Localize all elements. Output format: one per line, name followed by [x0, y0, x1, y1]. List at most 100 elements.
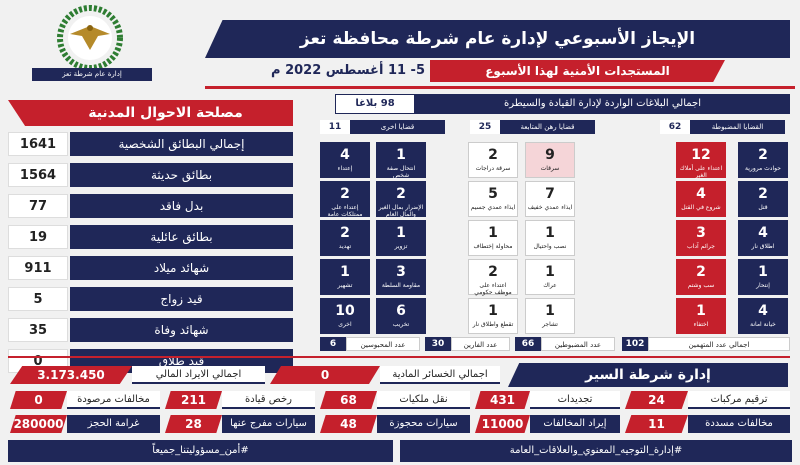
report-cell-count: 9: [545, 147, 555, 163]
report-cell: 2 قتل: [738, 181, 788, 217]
civil-row: 1641 إجمالي البطائق الشخصية: [8, 132, 293, 156]
report-cell-count: 4: [758, 225, 768, 241]
report-cell-count: 6: [396, 303, 406, 319]
page-title: الإيجاز الأسبوعي لإدارة عام شرطة محافظة …: [205, 20, 790, 58]
traffic-value: 11000: [475, 415, 530, 433]
report-cell-count: 4: [340, 147, 350, 163]
report-cell: 10 اخرى: [320, 298, 370, 334]
report-cell-label: سرقة دراجات: [475, 165, 511, 172]
traffic-stat: 280000 غرامة الحجز: [10, 415, 160, 433]
report-footer-stat: 102 اجمالي عدد المتهمين: [622, 337, 790, 351]
traffic-stat: 431 تجديدات: [475, 391, 620, 409]
report-cell-label: حوادث مرورية: [745, 165, 781, 172]
hashtag-security: #أمن_مسؤوليتنا_جميعاً: [8, 440, 393, 462]
traffic-label: ترقيم مركبات: [688, 391, 790, 409]
report-cell-label: تشاجر: [542, 321, 558, 328]
report-footer-value: 66: [515, 337, 541, 351]
report-cell: 4 خيانة امانة: [738, 298, 788, 334]
report-cell-count: 1: [545, 303, 555, 319]
header-divider: [205, 86, 795, 89]
civil-row-label: بدل فاقد: [70, 194, 293, 218]
report-cell-label: انتحال صفة شخص: [386, 165, 416, 179]
civil-row-label: شهائد ميلاد: [70, 256, 293, 280]
traffic-label: غرامة الحجز: [67, 415, 160, 433]
page-subtitle: المستجدات الأمنية لهذا الأسبوع: [430, 60, 725, 82]
report-cell: 2 حوادث مرورية: [738, 142, 788, 178]
report-cell: 2 سب وشتم: [676, 259, 726, 295]
report-cell-label: اعتداء على أملاك الغير: [679, 165, 723, 179]
report-cell-count: 12: [691, 147, 711, 163]
report-footer-value: 30: [425, 337, 451, 351]
finance-stat: 0 اجمالي الخسائر المادية: [270, 366, 500, 384]
report-cell-count: 2: [396, 186, 406, 202]
traffic-stat: 11000 إيراد المخالفات: [475, 415, 620, 433]
traffic-label: سيارات محجوزة: [377, 415, 470, 433]
finance-label: اجمالي الخسائر المادية: [380, 366, 500, 384]
report-cell-count: 10: [335, 303, 355, 319]
traffic-value: 48: [320, 415, 377, 433]
report-footer-stat: 66 عدد المضبوطين: [515, 337, 615, 351]
report-cell-count: 1: [545, 225, 555, 241]
report-column-label: القضايا المضبوطة: [690, 120, 785, 134]
report-footer-label: عدد الفارين: [451, 337, 510, 351]
report-cell-label: تزوير: [394, 243, 408, 250]
report-cell-count: 1: [340, 264, 350, 280]
civil-row-value: 19: [8, 225, 68, 249]
report-cell: 1 إنتحار: [738, 259, 788, 295]
report-footer-value: 102: [622, 337, 648, 351]
traffic-stat: 211 رخص قيادة: [165, 391, 315, 409]
traffic-value: 211: [165, 391, 222, 409]
traffic-label: إيراد المخالفات: [530, 415, 620, 433]
report-cell-label: اختفاء: [693, 321, 709, 328]
report-cell: 2 إعتداء على ممتلكات عامة: [320, 181, 370, 218]
report-cell-count: 4: [758, 303, 768, 319]
report-cell: 1 تقطع واطلاق نار: [468, 298, 518, 334]
report-cell: 6 تخريب: [376, 298, 426, 334]
civil-row-label: شهائد وفاة: [70, 318, 293, 342]
report-cell-label: اطلاق نار: [751, 243, 775, 250]
civil-row-label: بطائق حديثة: [70, 163, 293, 187]
report-cell-count: 3: [696, 225, 706, 241]
report-cell: 1 تزوير: [376, 220, 426, 256]
report-cell-label: إنتحار: [756, 282, 770, 289]
report-cell-label: عراك: [543, 282, 557, 289]
traffic-label: رخص قيادة: [222, 391, 315, 409]
report-footer-stat: 30 عدد الفارين: [425, 337, 510, 351]
reports-total: 98 بلاغا: [335, 94, 415, 114]
report-column-count: 25: [470, 120, 500, 134]
report-cell-count: 2: [340, 186, 350, 202]
report-cell: 7 ايذاء عمدي خفيف: [525, 181, 575, 217]
traffic-value: 0: [10, 391, 67, 409]
report-cell-count: 5: [488, 186, 498, 202]
traffic-stat: 28 سيارات مفرج عنها: [165, 415, 315, 433]
report-cell: 3 جرائم آداب: [676, 220, 726, 256]
report-cell-count: 2: [488, 147, 498, 163]
report-column-count: 11: [320, 120, 350, 134]
report-cell: 1 نصب واحتيال: [525, 220, 575, 256]
reports-title: اجمالي البلاغات الواردة لإدارة القيادة و…: [415, 94, 790, 114]
report-cell-count: 1: [488, 303, 498, 319]
report-cell: 2 الإضرار بمال الغير والمال العام: [376, 181, 426, 218]
report-cell-label: سب وشتم: [687, 282, 715, 289]
report-cell-count: 1: [758, 264, 768, 280]
traffic-value: 28: [165, 415, 222, 433]
finance-label: اجمالي الايراد المالي: [132, 366, 265, 384]
report-cell-label: محاولة إختطاف: [473, 243, 513, 250]
civil-row-value: 1641: [8, 132, 68, 156]
report-cell-label: إعتداء: [337, 165, 353, 172]
traffic-stat: 48 سيارات محجوزة: [320, 415, 470, 433]
report-cell-label: ايذاء عمدي خفيف: [527, 204, 573, 211]
traffic-value: 11: [625, 415, 688, 433]
civil-row-label: إجمالي البطائق الشخصية: [70, 132, 293, 156]
traffic-stat: 24 ترقيم مركبات: [625, 391, 790, 409]
report-cell-label: ايذاء عمدي جسيم: [470, 204, 516, 211]
traffic-value: 24: [625, 391, 688, 409]
report-cell-count: 2: [340, 225, 350, 241]
report-footer-value: 6: [320, 337, 346, 351]
report-cell: 3 مقاومة السلطة: [376, 259, 426, 295]
report-cell-label: تقطع واطلاق نار: [472, 321, 514, 328]
report-cell-count: 1: [545, 264, 555, 280]
report-cell: 1 تشاجر: [525, 298, 575, 334]
report-cell-label: جرائم آداب: [687, 243, 715, 250]
civil-row-label: قيد زواج: [70, 287, 293, 311]
